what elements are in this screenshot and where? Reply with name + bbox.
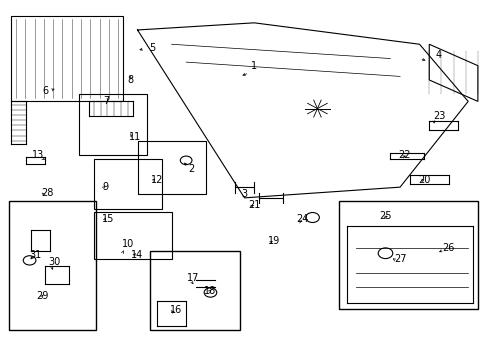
- Text: 30: 30: [49, 257, 61, 267]
- Text: 8: 8: [127, 75, 133, 85]
- Circle shape: [23, 256, 36, 265]
- Text: 6: 6: [42, 86, 48, 96]
- Text: 27: 27: [393, 253, 406, 264]
- Text: 9: 9: [102, 182, 109, 192]
- Text: 23: 23: [432, 111, 444, 121]
- Text: 5: 5: [149, 43, 155, 53]
- Text: 4: 4: [435, 50, 441, 60]
- Circle shape: [305, 212, 319, 222]
- Text: 7: 7: [102, 96, 109, 107]
- Text: 26: 26: [442, 243, 454, 253]
- Text: 18: 18: [204, 286, 216, 296]
- Text: 28: 28: [41, 188, 54, 198]
- Text: 17: 17: [187, 273, 199, 283]
- Text: 14: 14: [131, 250, 143, 260]
- Text: 10: 10: [122, 239, 134, 249]
- Text: 21: 21: [247, 200, 260, 210]
- Polygon shape: [428, 44, 477, 102]
- Text: 2: 2: [187, 164, 194, 174]
- Text: 24: 24: [296, 214, 308, 224]
- Text: 25: 25: [379, 211, 391, 221]
- Text: 22: 22: [398, 150, 410, 160]
- Text: 12: 12: [150, 175, 163, 185]
- Text: 16: 16: [170, 305, 182, 315]
- Circle shape: [203, 288, 216, 297]
- Text: 3: 3: [241, 189, 247, 199]
- Text: 29: 29: [37, 291, 49, 301]
- Text: 20: 20: [417, 175, 430, 185]
- Text: 13: 13: [32, 150, 44, 160]
- Text: 11: 11: [129, 132, 141, 142]
- Text: 15: 15: [102, 214, 114, 224]
- Circle shape: [377, 248, 392, 258]
- Circle shape: [180, 156, 192, 165]
- Text: 1: 1: [251, 61, 257, 71]
- Text: 19: 19: [267, 236, 279, 246]
- Text: 31: 31: [29, 250, 41, 260]
